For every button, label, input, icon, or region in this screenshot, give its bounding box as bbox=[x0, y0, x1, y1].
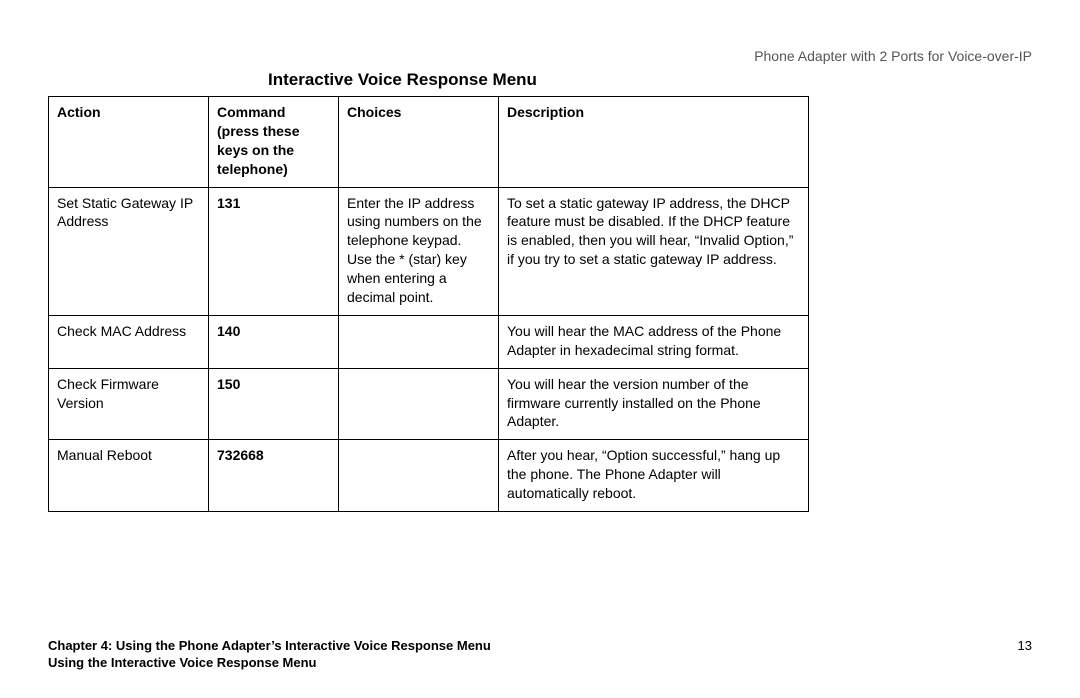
cell-command: 150 bbox=[209, 368, 339, 440]
table-row: Manual Reboot 732668 After you hear, “Op… bbox=[49, 440, 809, 512]
cell-action: Set Static Gateway IP Address bbox=[49, 187, 209, 315]
cell-command: 140 bbox=[209, 315, 339, 368]
cell-action: Manual Reboot bbox=[49, 440, 209, 512]
cell-description: You will hear the MAC address of the Pho… bbox=[499, 315, 809, 368]
col-action: Action bbox=[49, 97, 209, 188]
cell-choices bbox=[339, 315, 499, 368]
footer-line-1: Chapter 4: Using the Phone Adapter’s Int… bbox=[48, 638, 1032, 653]
ivr-table: Action Command (press these keys on the … bbox=[48, 96, 809, 512]
cell-command: 131 bbox=[209, 187, 339, 315]
section-title: Interactive Voice Response Menu bbox=[268, 70, 1032, 90]
footer-section: Using the Interactive Voice Response Men… bbox=[48, 655, 1032, 670]
table-row: Set Static Gateway IP Address 131 Enter … bbox=[49, 187, 809, 315]
col-choices: Choices bbox=[339, 97, 499, 188]
table-row: Check Firmware Version 150 You will hear… bbox=[49, 368, 809, 440]
cell-command: 732668 bbox=[209, 440, 339, 512]
cell-action: Check Firmware Version bbox=[49, 368, 209, 440]
cell-choices bbox=[339, 368, 499, 440]
col-description: Description bbox=[499, 97, 809, 188]
footer-page-number: 13 bbox=[1018, 638, 1032, 653]
cell-action: Check MAC Address bbox=[49, 315, 209, 368]
cell-choices bbox=[339, 440, 499, 512]
table-row: Check MAC Address 140 You will hear the … bbox=[49, 315, 809, 368]
cell-description: To set a static gateway IP address, the … bbox=[499, 187, 809, 315]
running-header: Phone Adapter with 2 Ports for Voice-ove… bbox=[48, 48, 1032, 64]
document-page: Phone Adapter with 2 Ports for Voice-ove… bbox=[0, 0, 1080, 698]
cell-description: After you hear, “Option successful,” han… bbox=[499, 440, 809, 512]
table-header-row: Action Command (press these keys on the … bbox=[49, 97, 809, 188]
cell-choices: Enter the IP address using numbers on th… bbox=[339, 187, 499, 315]
page-footer: Chapter 4: Using the Phone Adapter’s Int… bbox=[48, 638, 1032, 670]
footer-chapter: Chapter 4: Using the Phone Adapter’s Int… bbox=[48, 638, 491, 653]
cell-description: You will hear the version number of the … bbox=[499, 368, 809, 440]
col-command: Command (press these keys on the telepho… bbox=[209, 97, 339, 188]
